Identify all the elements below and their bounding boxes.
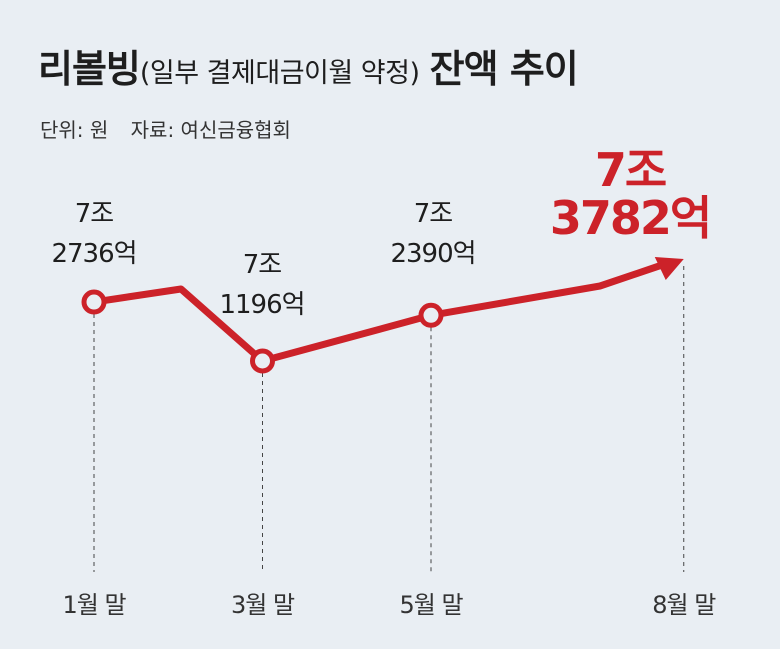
x-tick-label: 5월 말 (399, 591, 463, 619)
title-main: 리볼빙 (38, 47, 141, 91)
highlight-value-label: 3782억 (550, 191, 710, 245)
x-tick-label: 3월 말 (231, 591, 295, 619)
data-value-label: 2736억 (51, 239, 136, 269)
data-value-label: 1196억 (219, 290, 304, 320)
highlight-value-label: 7조 (595, 143, 666, 197)
source-label: 자료: 여신금융협회 (130, 118, 291, 142)
title-sub: (일부 결제대금이월 약정) (139, 58, 420, 89)
data-value-label: 7조 (75, 199, 114, 229)
chart-title: 리볼빙(일부 결제대금이월 약정) 잔액 추이 (38, 38, 579, 93)
unit-label: 단위: 원 (40, 118, 109, 142)
chart-meta: 단위: 원 자료: 여신금융협회 (40, 114, 291, 143)
data-point-marker (418, 302, 444, 328)
series-arrowhead (654, 257, 684, 280)
data-point-marker (250, 348, 275, 374)
x-tick-label: 8월 말 (652, 591, 716, 619)
data-value-label: 7조 (414, 199, 453, 229)
data-value-label: 2390억 (390, 239, 475, 269)
data-value-label: 7조 (243, 250, 282, 280)
data-point-marker (81, 289, 107, 315)
title-tail: 잔액 추이 (429, 47, 579, 91)
x-tick-label: 1월 말 (62, 591, 126, 619)
series-line (90, 261, 666, 365)
